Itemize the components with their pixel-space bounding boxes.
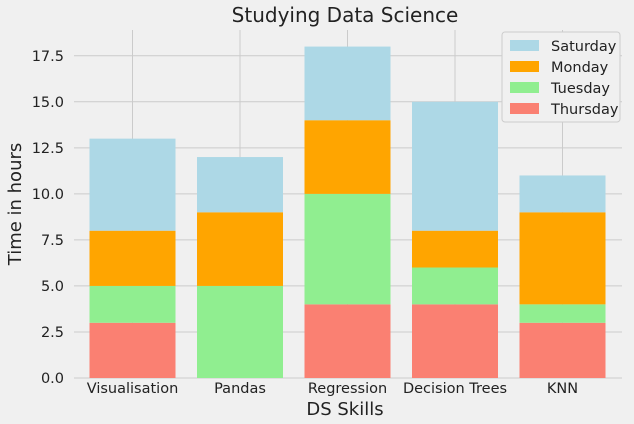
y-tick-label: 15.0 [32,95,64,111]
bar-segment-monday [519,212,606,305]
y-tick-label: 7.5 [41,233,64,249]
bar-segment-tuesday [412,267,498,305]
y-tick-label: 17.5 [32,49,64,65]
bar-segment-tuesday [197,285,283,378]
legend: Saturday Monday Tuesday Thursday [501,31,621,123]
x-axis-label: DS Skills [306,399,383,420]
x-tick-label: Pandas [214,381,266,397]
bar-segment-saturday [304,46,391,121]
bar-segment-monday [89,230,176,286]
legend-swatch-thursday [510,103,539,114]
legend-box [501,31,621,123]
y-axis-label: Time in hours [5,143,26,267]
y-tick-label: 12.5 [32,141,64,157]
bar-segment-tuesday [304,193,391,305]
bar-segment-saturday [412,101,498,231]
legend-label-thursday: Thursday [550,102,619,118]
x-tick-label: Decision Trees [403,381,507,397]
chart-title: Studying Data Science [232,3,459,27]
x-tick-label: Regression [308,381,387,397]
y-tick-label: 5.0 [41,279,64,295]
bar-segment-tuesday [89,285,176,323]
bar-segment-thursday [89,322,176,378]
legend-label-monday: Monday [551,60,609,76]
y-tick-label: 2.5 [41,325,64,341]
bar-segment-monday [304,120,391,194]
bar-segment-saturday [197,157,283,213]
bar-segment-monday [412,230,498,268]
y-tick-label: 10.0 [32,187,64,203]
bar-segment-thursday [519,322,606,378]
y-tick-label: 0.0 [41,371,64,387]
legend-swatch-saturday [510,40,539,51]
legend-label-tuesday: Tuesday [550,81,610,97]
bar-segment-saturday [89,138,176,231]
legend-swatch-monday [510,61,539,72]
bar-segment-thursday [304,304,391,378]
bars [89,46,606,378]
x-tick-label: KNN [547,381,578,397]
bar-segment-saturday [519,175,606,213]
bar-segment-thursday [412,304,498,378]
x-tick-labels: Visualisation Pandas Regression Decision Tr… [87,381,578,397]
legend-swatch-tuesday [510,82,539,93]
x-tick-label: Visualisation [87,381,179,397]
bar-segment-monday [197,212,283,286]
legend-label-saturday: Saturday [551,39,617,55]
y-tick-labels: 0.0 2.5 5.0 7.5 10.0 12.5 15.0 17.5 [32,49,64,387]
bar-segment-tuesday [519,304,606,323]
